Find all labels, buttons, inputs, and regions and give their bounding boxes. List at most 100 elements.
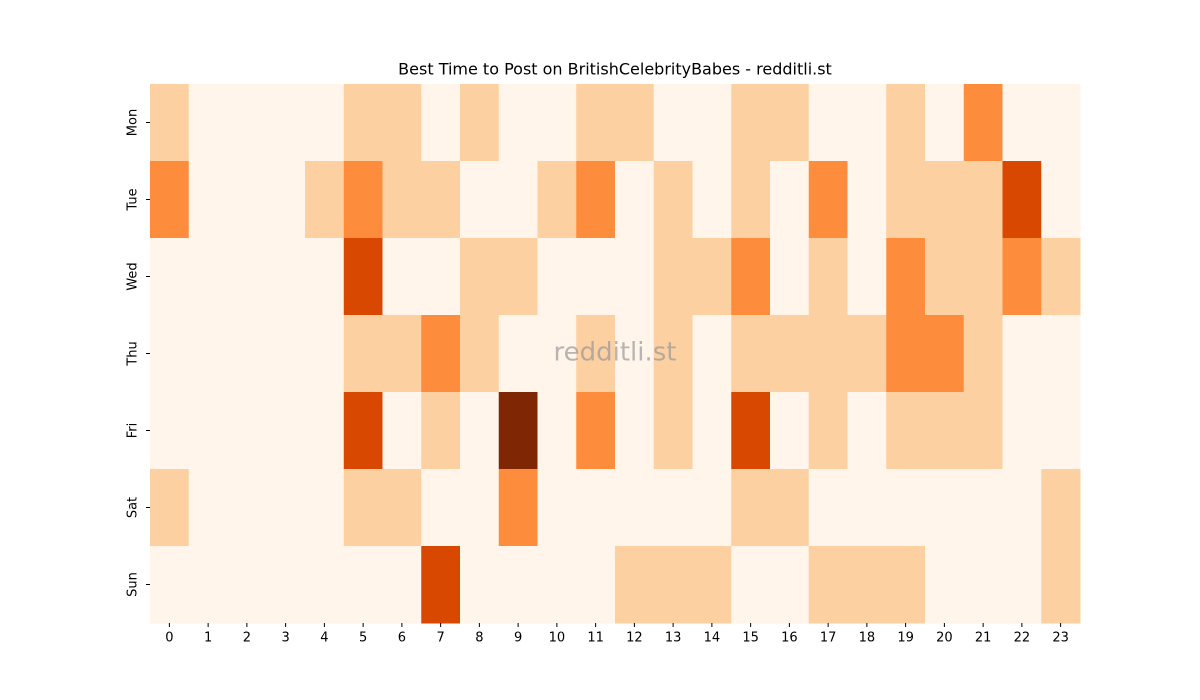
heat-cell xyxy=(886,392,926,470)
watermark: redditli.st xyxy=(554,338,677,368)
heat-cell xyxy=(537,315,577,393)
heat-cell xyxy=(227,315,267,393)
y-tick-label: Tue xyxy=(126,188,141,211)
x-tick-label: 23 xyxy=(1052,631,1069,646)
heat-cell xyxy=(653,84,693,162)
x-tick-label: 13 xyxy=(665,631,682,646)
heat-cell xyxy=(188,315,228,393)
heat-cell xyxy=(188,161,228,239)
heat-cell xyxy=(188,392,228,470)
heat-cell xyxy=(421,161,461,239)
heat-cell xyxy=(498,546,538,624)
heat-cell xyxy=(537,469,577,547)
heat-cell xyxy=(1041,315,1081,393)
heat-cell xyxy=(963,84,1003,162)
heat-cell xyxy=(1002,161,1042,239)
heat-cell xyxy=(576,84,616,162)
heat-cell xyxy=(847,315,887,393)
heat-cell xyxy=(1041,238,1081,316)
heat-cell xyxy=(886,546,926,624)
heat-cell xyxy=(227,392,267,470)
heat-cell xyxy=(847,84,887,162)
heat-cell xyxy=(847,161,887,239)
heat-cell xyxy=(150,161,190,239)
heat-cell xyxy=(963,546,1003,624)
heat-cell xyxy=(498,238,538,316)
heat-cell xyxy=(808,546,848,624)
heat-cell xyxy=(692,392,732,470)
heat-cell xyxy=(227,469,267,547)
heat-cell xyxy=(537,546,577,624)
heat-cell xyxy=(692,546,732,624)
heat-cell xyxy=(266,315,306,393)
x-tick-label: 1 xyxy=(204,631,212,646)
heat-cell xyxy=(808,161,848,239)
heat-cell xyxy=(925,546,965,624)
heat-cell xyxy=(266,392,306,470)
heat-cell xyxy=(305,315,345,393)
heat-cell xyxy=(188,84,228,162)
heat-cell xyxy=(886,84,926,162)
x-tick-label: 21 xyxy=(975,631,992,646)
heat-cell xyxy=(576,546,616,624)
heat-cell xyxy=(615,84,655,162)
y-tick-label: Wed xyxy=(126,262,141,290)
heat-cell xyxy=(1041,546,1081,624)
heat-cell xyxy=(382,315,422,393)
heat-cell xyxy=(653,238,693,316)
heat-cell xyxy=(305,161,345,239)
x-tick-label: 0 xyxy=(165,631,173,646)
x-tick-label: 20 xyxy=(936,631,953,646)
x-tick-label: 10 xyxy=(549,631,566,646)
heat-cell xyxy=(382,392,422,470)
heat-cell xyxy=(770,84,810,162)
heat-cell xyxy=(886,315,926,393)
heat-cell xyxy=(653,161,693,239)
heat-cell xyxy=(266,238,306,316)
heat-cell xyxy=(808,392,848,470)
x-tick-label: 7 xyxy=(436,631,444,646)
heat-cell xyxy=(1041,161,1081,239)
heat-cell xyxy=(653,315,693,393)
heat-cell xyxy=(188,546,228,624)
heat-cell xyxy=(1041,392,1081,470)
heat-cell xyxy=(227,546,267,624)
x-tick-label: 2 xyxy=(243,631,251,646)
heat-cell xyxy=(615,315,655,393)
heat-cell xyxy=(1002,315,1042,393)
x-tick-label: 4 xyxy=(320,631,328,646)
heat-cell xyxy=(537,161,577,239)
heat-cell xyxy=(382,238,422,316)
heat-cell xyxy=(343,84,383,162)
heat-cell xyxy=(731,469,771,547)
heat-cell xyxy=(731,315,771,393)
heat-cell xyxy=(343,546,383,624)
heat-cell xyxy=(576,238,616,316)
x-tick-label: 22 xyxy=(1014,631,1031,646)
x-tick-label: 15 xyxy=(742,631,759,646)
heat-cell xyxy=(305,84,345,162)
heat-cell xyxy=(770,161,810,239)
heat-cell xyxy=(266,469,306,547)
y-tick-label: Mon xyxy=(126,109,141,136)
heat-cell xyxy=(576,469,616,547)
heat-cell xyxy=(150,392,190,470)
heat-cell xyxy=(382,546,422,624)
heat-cell xyxy=(615,469,655,547)
heat-cell xyxy=(421,84,461,162)
heat-cell xyxy=(847,238,887,316)
heat-cell xyxy=(460,392,500,470)
heat-cell xyxy=(188,238,228,316)
x-tick-label: 3 xyxy=(281,631,289,646)
heat-cell xyxy=(1002,392,1042,470)
heat-cell xyxy=(382,84,422,162)
x-tick-label: 9 xyxy=(514,631,522,646)
heat-cell xyxy=(1002,546,1042,624)
y-tick-label: Fri xyxy=(126,423,141,439)
heat-cell xyxy=(460,469,500,547)
heat-cell xyxy=(615,546,655,624)
x-tick-label: 8 xyxy=(475,631,483,646)
heat-cell xyxy=(150,469,190,547)
heat-cell xyxy=(1041,469,1081,547)
